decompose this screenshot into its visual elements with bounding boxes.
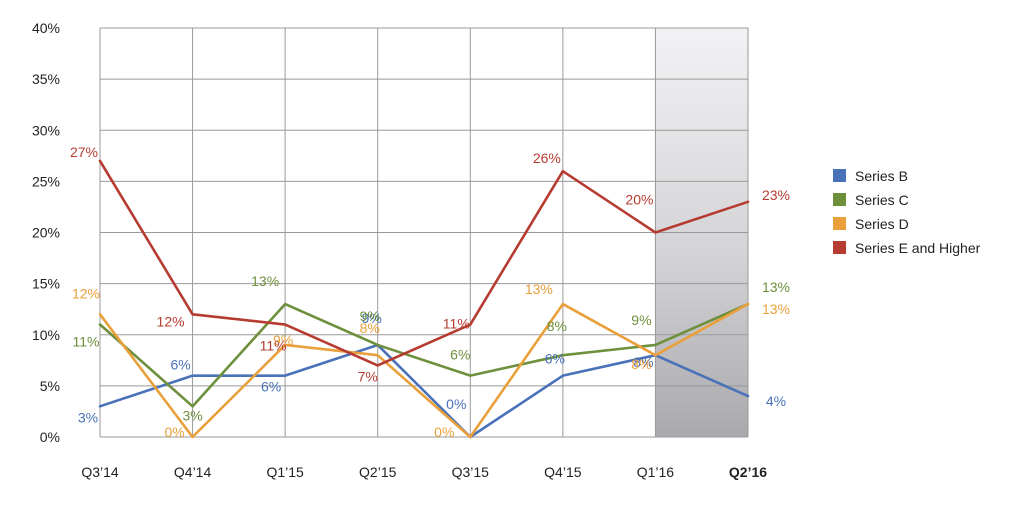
y-tick-label: 35% xyxy=(32,71,60,87)
data-label: 9% xyxy=(273,332,293,348)
data-label: 0% xyxy=(434,424,454,440)
gridlines xyxy=(99,27,749,438)
data-label: 8% xyxy=(547,318,567,334)
data-label: 13% xyxy=(525,281,553,297)
x-tick-label: Q4’14 xyxy=(174,464,212,480)
series-line xyxy=(98,159,750,367)
x-tick-label: Q4’15 xyxy=(544,464,582,480)
y-tick-label: 15% xyxy=(32,276,60,292)
data-label: 9% xyxy=(362,310,382,326)
data-label: 6% xyxy=(170,357,190,373)
data-label: 8% xyxy=(633,354,653,370)
data-label: 27% xyxy=(70,144,98,160)
data-label: 6% xyxy=(450,347,470,363)
legend: Series B Series C Series D Series E and Hig… xyxy=(833,168,981,256)
data-label: 12% xyxy=(157,313,185,329)
x-tick-label: Q3’14 xyxy=(81,464,119,480)
y-tick-label: 30% xyxy=(32,122,60,138)
y-tick-label: 10% xyxy=(32,327,60,343)
x-tick-label: Q2’15 xyxy=(359,464,397,480)
data-label: 11% xyxy=(73,334,100,350)
data-label: 13% xyxy=(762,301,790,317)
data-label: 0% xyxy=(164,424,184,440)
legend-swatch xyxy=(833,193,846,206)
data-label: 7% xyxy=(358,368,378,384)
data-label: 12% xyxy=(72,285,100,301)
x-tick-label: Q1’15 xyxy=(266,464,304,480)
y-tick-label: 40% xyxy=(32,20,60,36)
data-label: 8% xyxy=(360,320,380,336)
data-label: 11% xyxy=(443,316,470,332)
data-label: 13% xyxy=(762,279,790,295)
x-tick-label: Q2’16 xyxy=(729,464,767,480)
data-label: 23% xyxy=(762,187,790,203)
data-labels: 3%6%6%9%0%6% 8%4%11%3%13%9%6%8% 9%13%12%0%… xyxy=(70,144,790,440)
data-label: 4% xyxy=(766,393,786,409)
legend-label: Series C xyxy=(855,192,909,208)
legend-swatch xyxy=(833,169,846,182)
data-label: 0% xyxy=(446,396,466,412)
data-label: 6% xyxy=(261,379,281,395)
series-line xyxy=(98,302,750,439)
series-line xyxy=(98,343,750,439)
y-tick-label: 5% xyxy=(40,378,60,394)
series-lines xyxy=(98,159,750,439)
data-label: 9% xyxy=(631,312,651,328)
data-label: 26% xyxy=(533,150,561,166)
y-axis-ticks: 0% 5% 10% 15% 20% 25% 30% 35% 40% xyxy=(32,20,60,445)
x-tick-label: Q3’15 xyxy=(452,464,490,480)
legend-swatch xyxy=(833,241,846,254)
data-label: 3% xyxy=(182,407,202,423)
legend-swatch xyxy=(833,217,846,230)
data-label: 9% xyxy=(360,308,380,324)
y-tick-label: 0% xyxy=(40,429,60,445)
data-label: 3% xyxy=(78,409,98,425)
data-label: 11% xyxy=(260,338,287,354)
data-label: 6% xyxy=(545,351,565,367)
y-tick-label: 25% xyxy=(32,173,60,189)
y-tick-label: 20% xyxy=(32,225,60,241)
x-tick-label: Q1’16 xyxy=(637,464,675,480)
legend-label: Series B xyxy=(855,168,908,184)
legend-label: Series E and Higher xyxy=(855,240,981,256)
data-label: 8% xyxy=(631,356,651,372)
x-axis-ticks: Q3’14 Q4’14 Q1’15 Q2’15 Q3’15 Q4’15 Q1’16 Q2’16 xyxy=(81,464,767,480)
data-label: 13% xyxy=(251,273,279,289)
data-label: 20% xyxy=(625,192,653,208)
legend-label: Series D xyxy=(855,216,909,232)
